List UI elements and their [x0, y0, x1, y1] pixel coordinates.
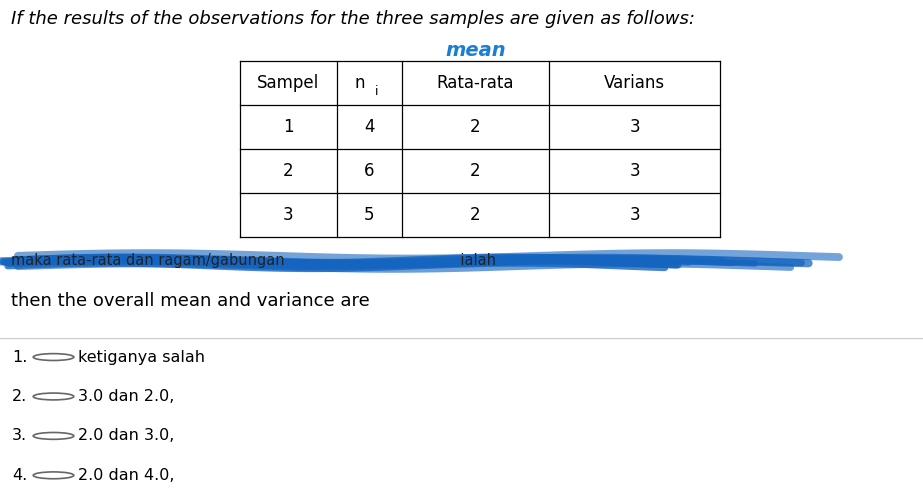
Text: 3: 3 [629, 162, 640, 180]
Text: 2.0 dan 3.0,: 2.0 dan 3.0, [78, 428, 174, 444]
Text: maka rata-rata dan ragam/gabungan                                      ialah: maka rata-rata dan ragam/gabungan ialah [11, 253, 496, 268]
Text: ketiganya salah: ketiganya salah [78, 350, 206, 365]
Text: 2.0 dan 4.0,: 2.0 dan 4.0, [78, 468, 175, 483]
Text: 4.: 4. [12, 468, 28, 483]
Text: then the overall mean and variance are: then the overall mean and variance are [11, 292, 370, 310]
Text: Rata-rata: Rata-rata [437, 74, 514, 92]
Text: 5: 5 [364, 206, 375, 224]
Text: 3.0 dan 2.0,: 3.0 dan 2.0, [78, 389, 174, 404]
Text: Varians: Varians [604, 74, 665, 92]
Text: 2: 2 [283, 162, 294, 180]
Text: n: n [354, 74, 365, 92]
Text: If the results of the observations for the three samples are given as follows:: If the results of the observations for t… [11, 10, 695, 28]
Text: 6: 6 [364, 162, 375, 180]
Text: 4: 4 [364, 118, 375, 136]
Text: i: i [375, 85, 378, 98]
Text: 3: 3 [283, 206, 294, 224]
Text: 2.: 2. [12, 389, 28, 404]
Text: 1.: 1. [12, 350, 28, 365]
Text: 2: 2 [470, 162, 481, 180]
Text: 3: 3 [629, 118, 640, 136]
Text: 3: 3 [629, 206, 640, 224]
Text: 2: 2 [470, 206, 481, 224]
Text: 1: 1 [283, 118, 294, 136]
Text: Sampel: Sampel [258, 74, 319, 92]
Text: 3.: 3. [12, 428, 27, 444]
Text: mean: mean [445, 41, 506, 60]
Text: 2: 2 [470, 118, 481, 136]
